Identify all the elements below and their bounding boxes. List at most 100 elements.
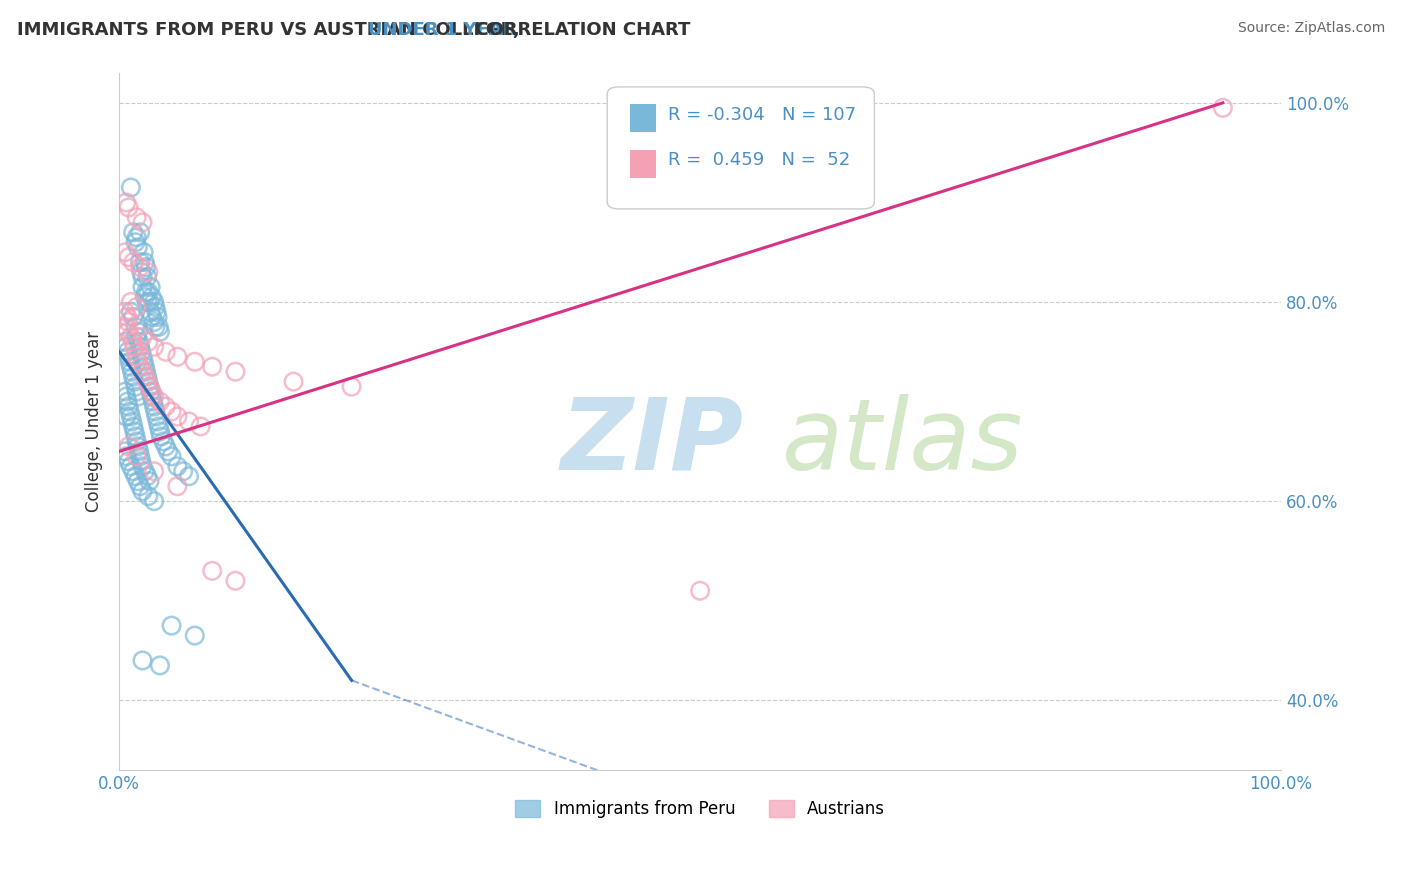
- Point: [129, 260, 152, 274]
- Point: [166, 459, 188, 474]
- Point: [283, 375, 305, 389]
- Point: [149, 394, 172, 409]
- Point: [166, 479, 188, 493]
- Point: [139, 305, 162, 319]
- Point: [131, 330, 153, 344]
- Point: [136, 375, 159, 389]
- Point: [125, 330, 148, 344]
- Point: [124, 340, 146, 354]
- Point: [132, 355, 155, 369]
- Point: [1212, 101, 1234, 115]
- Point: [136, 375, 159, 389]
- Point: [177, 415, 200, 429]
- Point: [149, 658, 172, 673]
- Point: [129, 255, 152, 269]
- Point: [117, 315, 139, 329]
- Point: [689, 583, 711, 598]
- Point: [138, 379, 160, 393]
- Point: [177, 469, 200, 483]
- Point: [115, 409, 138, 424]
- Point: [127, 325, 149, 339]
- Point: [114, 305, 136, 319]
- Text: atlas: atlas: [782, 394, 1024, 491]
- Point: [136, 265, 159, 279]
- Point: [131, 215, 153, 229]
- Text: CORRELATION CHART: CORRELATION CHART: [468, 21, 690, 39]
- Point: [127, 390, 149, 404]
- Point: [160, 618, 183, 632]
- Point: [129, 359, 152, 374]
- Text: R = -0.304   N = 107: R = -0.304 N = 107: [668, 106, 856, 124]
- Point: [166, 350, 188, 364]
- Point: [138, 379, 160, 393]
- Point: [125, 230, 148, 244]
- Point: [122, 255, 145, 269]
- Point: [155, 400, 177, 414]
- Point: [149, 325, 172, 339]
- Point: [124, 319, 146, 334]
- Point: [139, 280, 162, 294]
- Text: UNDER 1 YEAR: UNDER 1 YEAR: [368, 21, 517, 39]
- Point: [139, 384, 162, 399]
- Point: [114, 245, 136, 260]
- Point: [136, 489, 159, 503]
- Point: [143, 300, 166, 314]
- Point: [172, 464, 194, 478]
- Point: [117, 310, 139, 324]
- Point: [129, 479, 152, 493]
- Point: [143, 400, 166, 414]
- Bar: [630, 150, 657, 178]
- Point: [143, 494, 166, 508]
- Point: [184, 355, 207, 369]
- Point: [143, 390, 166, 404]
- Point: [184, 629, 207, 643]
- Point: [146, 310, 169, 324]
- Point: [135, 365, 157, 379]
- Point: [117, 454, 139, 468]
- Text: ZIP: ZIP: [561, 394, 744, 491]
- Point: [138, 295, 160, 310]
- Point: [136, 469, 159, 483]
- Point: [135, 285, 157, 299]
- Text: R =  0.459   N =  52: R = 0.459 N = 52: [668, 151, 849, 169]
- Point: [143, 340, 166, 354]
- Point: [117, 325, 139, 339]
- Point: [117, 344, 139, 359]
- Point: [134, 290, 156, 304]
- Point: [120, 295, 142, 310]
- Point: [148, 319, 170, 334]
- Point: [131, 270, 153, 285]
- Point: [121, 415, 143, 429]
- Point: [122, 369, 145, 384]
- Point: [143, 295, 166, 310]
- Point: [124, 469, 146, 483]
- Point: [138, 474, 160, 488]
- Point: [160, 404, 183, 418]
- Point: [120, 459, 142, 474]
- Point: [131, 265, 153, 279]
- Point: [117, 394, 139, 409]
- Point: [131, 459, 153, 474]
- Point: [129, 340, 152, 354]
- Point: [124, 379, 146, 393]
- Point: [132, 245, 155, 260]
- Point: [145, 409, 167, 424]
- Point: [136, 295, 159, 310]
- Point: [127, 355, 149, 369]
- Point: [117, 250, 139, 264]
- Point: [131, 484, 153, 499]
- Point: [149, 425, 172, 439]
- FancyBboxPatch shape: [607, 87, 875, 209]
- Point: [124, 235, 146, 250]
- Point: [125, 300, 148, 314]
- Point: [190, 419, 212, 434]
- Point: [120, 409, 142, 424]
- Text: IMMIGRANTS FROM PERU VS AUSTRIAN COLLEGE,: IMMIGRANTS FROM PERU VS AUSTRIAN COLLEGE…: [17, 21, 526, 39]
- Point: [114, 334, 136, 349]
- Point: [125, 211, 148, 225]
- Point: [134, 464, 156, 478]
- Point: [129, 225, 152, 239]
- Point: [131, 350, 153, 364]
- Point: [124, 425, 146, 439]
- Point: [131, 454, 153, 468]
